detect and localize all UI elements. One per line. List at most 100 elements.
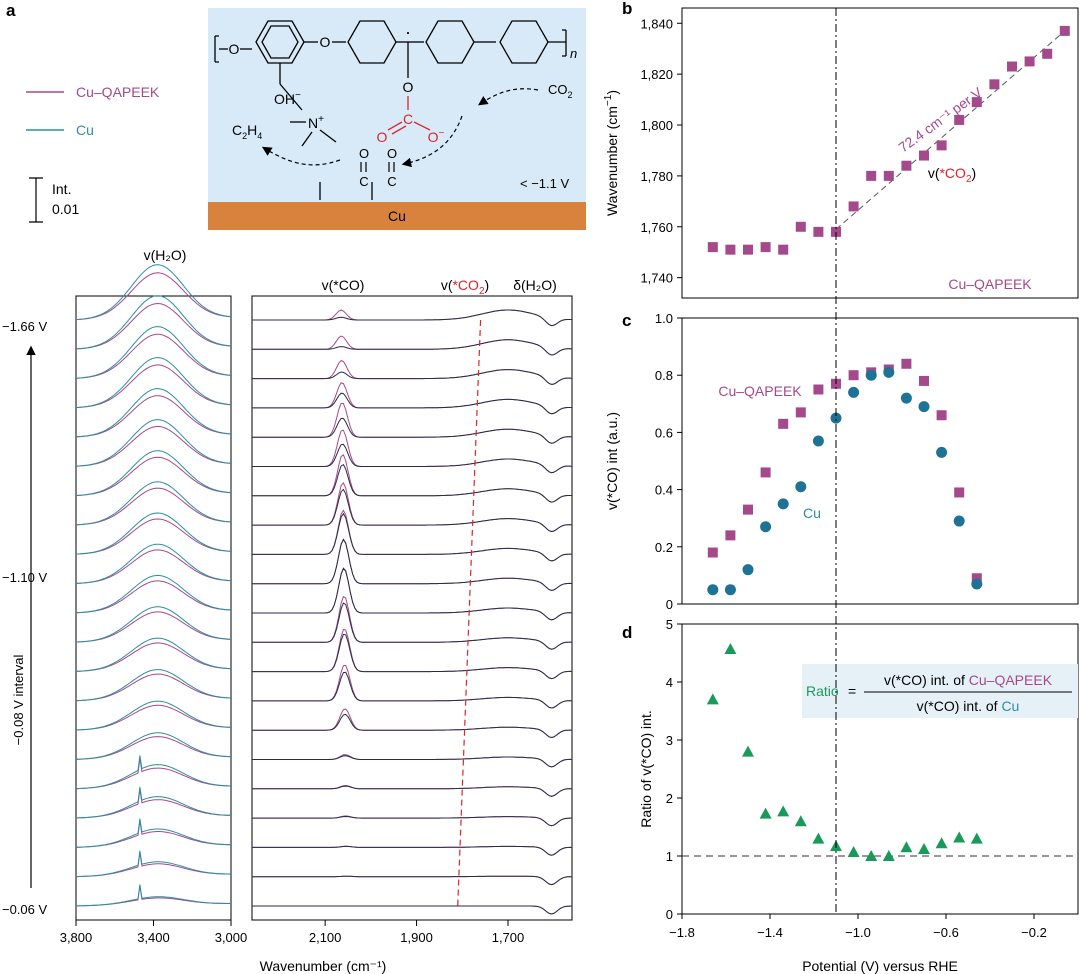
panel-d-point [759,807,772,819]
spectrum-left [75,333,232,379]
panel-c: 0 0.2 0.4 0.6 0.8 1.0 [655,311,1079,612]
spectrum-right [252,905,573,915]
polymer-backbone [214,20,567,200]
spectrum-right [252,785,572,797]
carbonate-oxygen-bridge: O [403,79,414,95]
spectrum-left [75,820,231,848]
panel-b-ytick-label: 1,780 [640,169,673,184]
panel-b-point [954,114,965,125]
panel-b-point [831,226,841,237]
legend-label-cu: Cu [76,122,94,138]
spectrum-left [75,704,232,731]
panel-c-point-cu [724,584,736,596]
panel-b-point [760,242,771,253]
panel-d-ytick-label: 1 [666,849,673,864]
ratio-formula-numerator: v(*CO) int. of Cu–QAPEEK [884,672,1053,688]
spectra-ticks: 3,800 3,400 3,000 2,100 1,900 1,700 [60,920,525,945]
spectrum-left [75,642,232,672]
legend: Cu–QAPEEK Cu Int. 0.01 [26,84,160,223]
spectrum-right [252,369,573,385]
spectrum-left [75,669,231,702]
panel-c-ytick-label: 0.8 [655,368,673,383]
scale-bar [29,177,43,223]
ratio-formula-denominator: v(*CO) int. of Cu [917,698,1020,714]
panel-c-point-cu [918,401,930,413]
spectrum-left [75,450,232,496]
panel-c-frame [681,317,1079,605]
spectrum-left [75,574,232,614]
panel-c-ytick-label: 1.0 [655,311,673,326]
spectrum-left [75,481,232,526]
potential-label-top: −1.66 V [2,319,48,334]
spectrum-left [75,395,232,438]
scale-bar-label: Int. [52,181,71,197]
panel-d-point [847,845,860,857]
spectra-left-xtick-label: 3,800 [60,930,93,945]
spectrum-right [252,905,573,915]
spectrum-left [75,357,232,408]
panel-b-point [989,79,1000,90]
spectrum-left [75,789,232,819]
co2-arrow [478,88,539,106]
spectra-right-xtick-label: 1,700 [492,930,525,945]
ether-oxygen-2: O [320,34,331,50]
spectrum-left [75,673,231,702]
panel-d-point [900,841,913,853]
c2h4-arrow [261,146,341,166]
ratio-formula-box [802,664,1078,718]
panel-d-ytick-label: 4 [666,675,673,690]
spectrum-left [75,758,231,790]
panel-b-point [1024,56,1035,67]
polymer-subscript-n: n [570,46,577,61]
spectrum-left [75,700,232,731]
panel-b-point [1042,48,1053,59]
spectrum-right [252,392,572,415]
panel-d-xtick-label: −1.0 [845,925,871,940]
panel-d-point [935,837,948,849]
spectrum-right [252,509,572,562]
panel-c-point-cu-qapeek [778,418,789,429]
panel-c-point-cu [883,366,895,378]
panel-d-xtick-label: −1.8 [669,925,695,940]
spectrum-left [75,512,232,555]
panel-b-series-label: v(*CO2) [928,165,976,185]
panel-b-point [1007,61,1017,72]
spectrum-right [252,538,573,591]
spectrum-right [252,512,572,562]
panel-c-ylabel: v(*CO) int (a.u.) [604,412,620,510]
panel-d-frame [681,623,1079,915]
panel-b-point [971,97,982,108]
panel-b-point [813,226,824,237]
spectrum-left [75,326,232,379]
spectrum-right [252,382,572,415]
interval-label: −0.08 V interval [11,655,26,746]
spectra-left-xtick-label: 3,000 [215,930,248,945]
panel-b-ytick-label: 1,740 [640,271,673,286]
panel-d-xlabel: Potential (V) versus RHE [802,958,958,974]
panel-c-ytick-label: 0.2 [655,540,673,555]
panel-b-point [866,170,877,181]
panel-c-point-cu-qapeek [901,358,912,369]
spectra-right-xtick-label: 2,100 [309,930,342,945]
panel-b-point [778,244,789,255]
panel-b-point [848,201,859,212]
carboxylate-carbon: C [403,111,413,127]
panel-b-point [901,160,912,171]
panel-b-point [883,170,894,181]
spectrum-left [76,755,232,790]
spectrum-right [252,335,573,356]
spectrum-left [75,426,232,467]
spectrum-right [252,488,572,533]
spectrum-left [75,732,231,760]
spectrum-right [252,633,572,680]
panel-d-ytick-label: 3 [666,733,673,748]
potential-label-mid: −1.10 V [2,570,48,585]
co2-reactant: CO2 [548,82,573,100]
spectrum-left [75,580,232,614]
adsorbed-co-1: O C [359,146,369,189]
spectrum-left [75,543,232,584]
panel-c-ytick-label: 0.4 [655,483,673,498]
ether-oxygen-1: O [229,41,240,57]
ratio-formula: Ratio = v(*CO) int. of Cu–QAPEEK v(*CO) … [802,664,1078,718]
panel-d: 0 1 2 3 4 5 −1.8 −1.4 −1.0 −0.6 −0.2 [666,617,1079,940]
